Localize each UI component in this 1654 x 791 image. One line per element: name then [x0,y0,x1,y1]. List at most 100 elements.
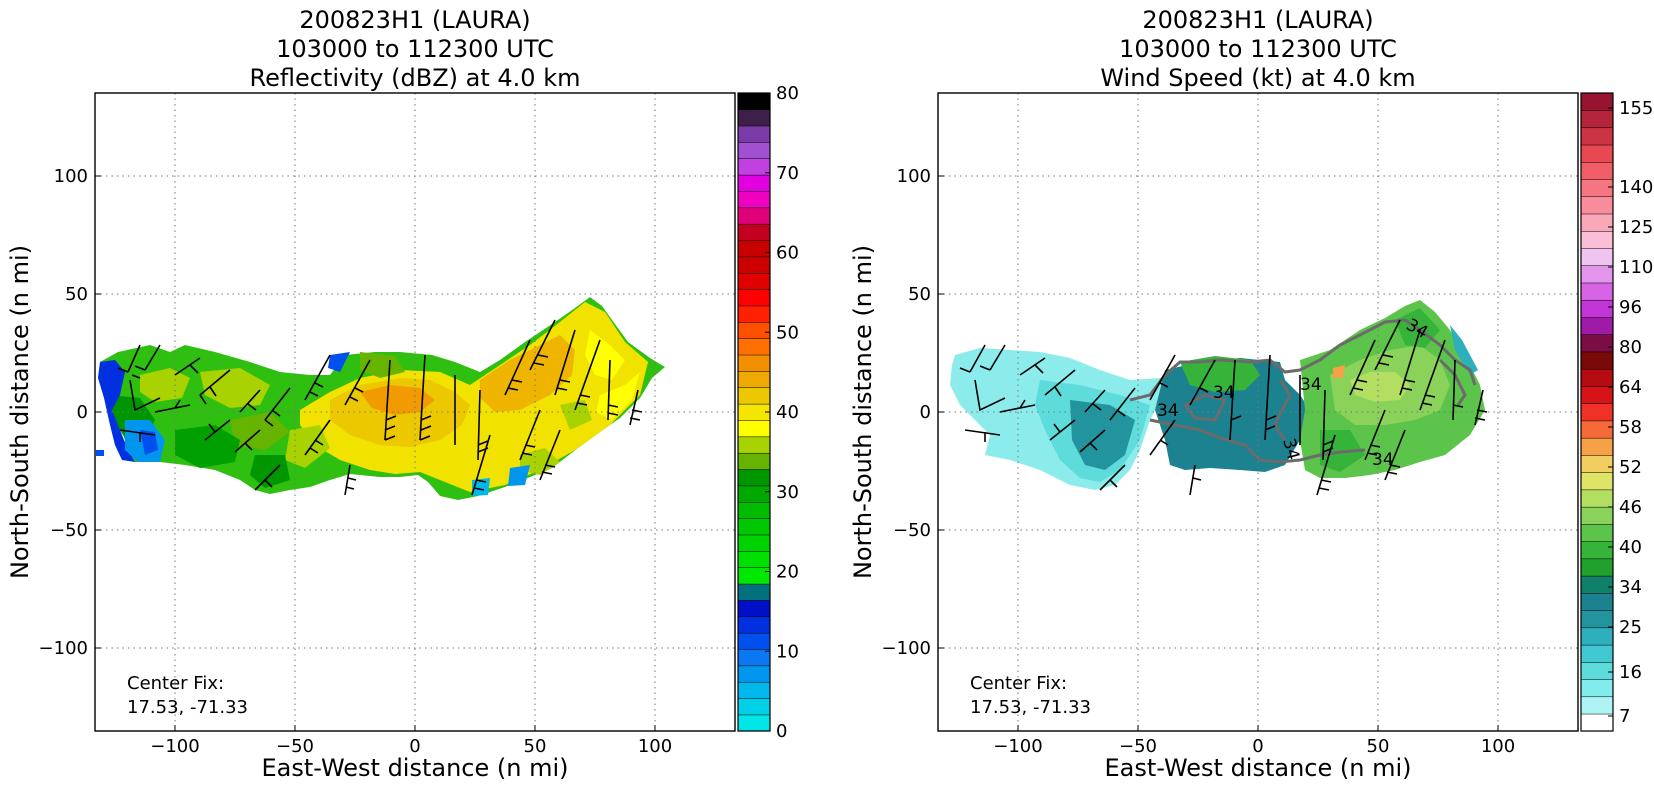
colorbar-cell [737,518,771,536]
colorbar-cell [737,338,771,356]
colorbar-cell [737,550,771,568]
colorbar-cell [737,681,771,699]
colorbar-tick-label: 0 [776,721,787,742]
colorbar-cell [1580,247,1614,266]
colorbar-tick-label: 70 [776,163,799,184]
colorbar-cell [737,698,771,716]
colorbar-tick-label: 52 [1619,457,1642,478]
left-xtick-label: −50 [276,736,314,757]
left-wind-barbs [117,319,643,496]
left-center-fix-value: 17.53, -71.33 [127,697,248,718]
colorbar-cell [737,665,771,683]
left-title-line-1: 200823H1 (LAURA) [299,6,530,34]
colorbar-cell [1580,351,1614,370]
left-y-axis-label: North-South distance (n mi) [6,245,34,579]
colorbar-cell [737,436,771,454]
colorbar-cell [1580,610,1614,629]
colorbar-cell [737,239,771,258]
colorbar-tick-label: 110 [1619,257,1653,278]
left-grid [95,93,735,731]
colorbar-tick-label: 25 [1619,617,1642,638]
colorbar-tick-label: 34 [1619,577,1642,598]
wind-speed-colorbar [1580,92,1614,732]
colorbar-cell [737,583,771,601]
wind-speed-colorbar-labels: 7 16 25 34 40 46 52 58 64 80 96 110 125 140 155 [1619,98,1653,727]
right-title-line-1: 200823H1 (LAURA) [1142,6,1373,34]
right-xtick-label: −100 [993,736,1042,757]
colorbar-cell [737,174,771,192]
right-center-fix-value: 17.53, -71.33 [970,697,1091,718]
left-ytick-label: 100 [54,166,88,187]
right-title-line-2: 103000 to 112300 UTC [1119,35,1397,63]
left-ytick-label: 50 [65,284,88,305]
colorbar-cell [737,190,771,209]
colorbar-cell [1580,196,1614,215]
left-xtick-label: 100 [638,736,672,757]
right-ytick-label: 100 [897,166,931,187]
colorbar-cell [737,354,771,372]
colorbar-cell [1580,178,1614,198]
colorbar-tick-label: 20 [776,562,799,583]
colorbar-cell [1580,403,1614,422]
colorbar-cell [737,92,771,110]
colorbar-cell [737,469,771,487]
left-x-tick-labels: −100 −50 0 50 100 [150,736,672,757]
wind-speed-panel: 200823H1 (LAURA) 103000 to 112300 UTC Wi… [849,6,1653,782]
right-wind-barbs [959,319,1488,496]
contour-label-34: 34 [1300,375,1322,395]
left-xtick-label: 0 [409,736,420,757]
left-title-line-3: Reflectivity (dBZ) at 4.0 km [250,64,581,92]
colorbar-tick-label: 64 [1619,377,1642,398]
colorbar-cell [737,141,771,159]
left-ytick-label: −100 [39,638,88,659]
right-y-axis-label: North-South distance (n mi) [849,245,877,579]
colorbar-cell [1580,420,1614,439]
left-x-ticks [95,175,656,731]
colorbar-cell [1580,644,1614,663]
colorbar-cell [1580,109,1614,129]
colorbar-cell [1580,558,1614,577]
reflectivity-colorbar [737,92,771,732]
contour-label-34: 34 [1213,383,1235,403]
right-xtick-label: −50 [1119,736,1157,757]
right-y-tick-labels: 100 50 0 −50 −100 [882,166,931,659]
left-x-axis-label: East-West distance (n mi) [261,754,568,782]
colorbar-cell [1580,213,1614,232]
colorbar-tick-label: 58 [1619,417,1642,438]
left-center-fix-label: Center Fix: [127,673,224,694]
colorbar-cell [1580,661,1614,680]
colorbar-tick-label: 125 [1619,217,1653,238]
colorbar-cell [1580,489,1614,508]
colorbar-cell [1580,282,1614,301]
colorbar-tick-label: 46 [1619,497,1642,518]
right-xtick-label: 100 [1481,736,1515,757]
colorbar-cell [1580,316,1614,335]
reflectivity-colorbar-labels: 0 10 20 30 40 50 60 70 80 [776,83,799,742]
colorbar-tick-label: 30 [776,482,799,503]
right-xtick-label: 0 [1252,736,1263,757]
colorbar-tick-label: 80 [776,83,799,104]
left-ytick-label: −50 [50,520,88,541]
colorbar-tick-label: 7 [1619,706,1630,727]
colorbar-tick-label: 40 [776,402,799,423]
colorbar-cell [737,616,771,634]
colorbar-tick-label: 50 [776,322,799,343]
colorbar-cell [1580,385,1614,404]
colorbar-cell [737,272,771,290]
colorbar-tick-label: 140 [1619,177,1653,198]
colorbar-cell [737,256,771,274]
colorbar-cell [1580,127,1614,146]
colorbar-cell [737,305,771,323]
colorbar-cell [737,125,771,143]
colorbar-tick-label: 60 [776,243,799,264]
colorbar-cell [1580,523,1614,542]
right-title-line-3: Wind Speed (kt) at 4.0 km [1100,64,1415,92]
right-x-axis-label: East-West distance (n mi) [1104,754,1411,782]
contour-label-34: 34 [1372,450,1394,470]
colorbar-cell [1580,541,1614,560]
colorbar-cell [1580,265,1614,284]
colorbar-tick-label: 10 [776,641,799,662]
colorbar-cell [737,207,771,225]
colorbar-cell [1580,592,1614,611]
